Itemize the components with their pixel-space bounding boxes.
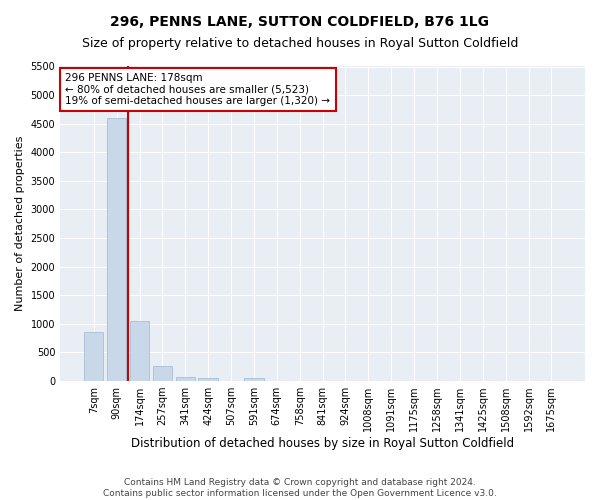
Y-axis label: Number of detached properties: Number of detached properties <box>15 136 25 312</box>
Bar <box>176 376 195 381</box>
Bar <box>244 378 263 381</box>
Bar <box>84 332 103 381</box>
Text: Contains HM Land Registry data © Crown copyright and database right 2024.
Contai: Contains HM Land Registry data © Crown c… <box>103 478 497 498</box>
Bar <box>199 378 218 381</box>
Bar <box>152 366 172 381</box>
Bar <box>130 321 149 381</box>
Text: Size of property relative to detached houses in Royal Sutton Coldfield: Size of property relative to detached ho… <box>82 38 518 51</box>
Text: 296 PENNS LANE: 178sqm
← 80% of detached houses are smaller (5,523)
19% of semi-: 296 PENNS LANE: 178sqm ← 80% of detached… <box>65 73 331 106</box>
Bar <box>107 118 127 381</box>
Text: 296, PENNS LANE, SUTTON COLDFIELD, B76 1LG: 296, PENNS LANE, SUTTON COLDFIELD, B76 1… <box>110 15 490 29</box>
X-axis label: Distribution of detached houses by size in Royal Sutton Coldfield: Distribution of detached houses by size … <box>131 437 514 450</box>
